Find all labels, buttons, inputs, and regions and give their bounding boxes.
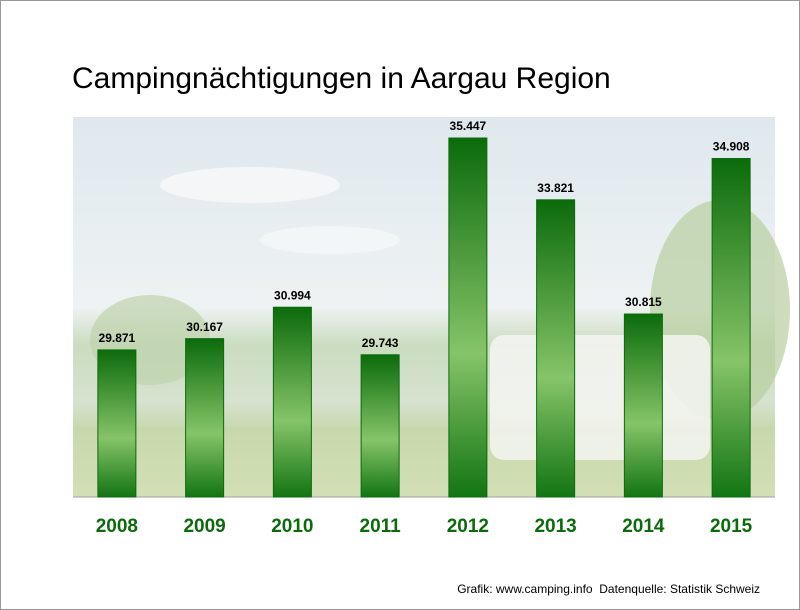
chart-title: Campingnächtigungen in Aargau Region — [72, 62, 611, 95]
x-tick-label: 2014 — [622, 516, 665, 537]
bar — [536, 199, 576, 498]
x-tick-label: 2011 — [360, 516, 402, 537]
bar — [623, 313, 663, 498]
x-tick-label: 2013 — [534, 516, 576, 537]
value-label: 29.871 — [99, 331, 136, 345]
value-label: 34.908 — [713, 140, 750, 154]
x-tick-label: 2009 — [183, 516, 225, 537]
value-label: 30.167 — [186, 320, 223, 334]
value-label: 30.994 — [274, 288, 311, 302]
caravan — [490, 335, 710, 460]
cloud — [260, 226, 400, 254]
value-label: 35.447 — [450, 119, 487, 133]
value-label: 29.743 — [362, 336, 399, 350]
cloud — [160, 167, 340, 203]
x-tick-label: 2008 — [96, 516, 138, 537]
bar — [711, 157, 751, 498]
x-tick-label: 2015 — [710, 516, 753, 537]
x-tick-label: 2010 — [271, 516, 313, 537]
bar — [448, 137, 488, 498]
bar — [185, 338, 225, 498]
source-note: Grafik: www.camping.info Datenquelle: St… — [457, 582, 760, 596]
bar — [272, 306, 312, 498]
bar — [360, 354, 400, 498]
bar — [97, 349, 137, 498]
value-label: 33.821 — [537, 181, 574, 195]
x-tick-label: 2012 — [447, 516, 489, 537]
value-label: 30.815 — [625, 295, 662, 309]
